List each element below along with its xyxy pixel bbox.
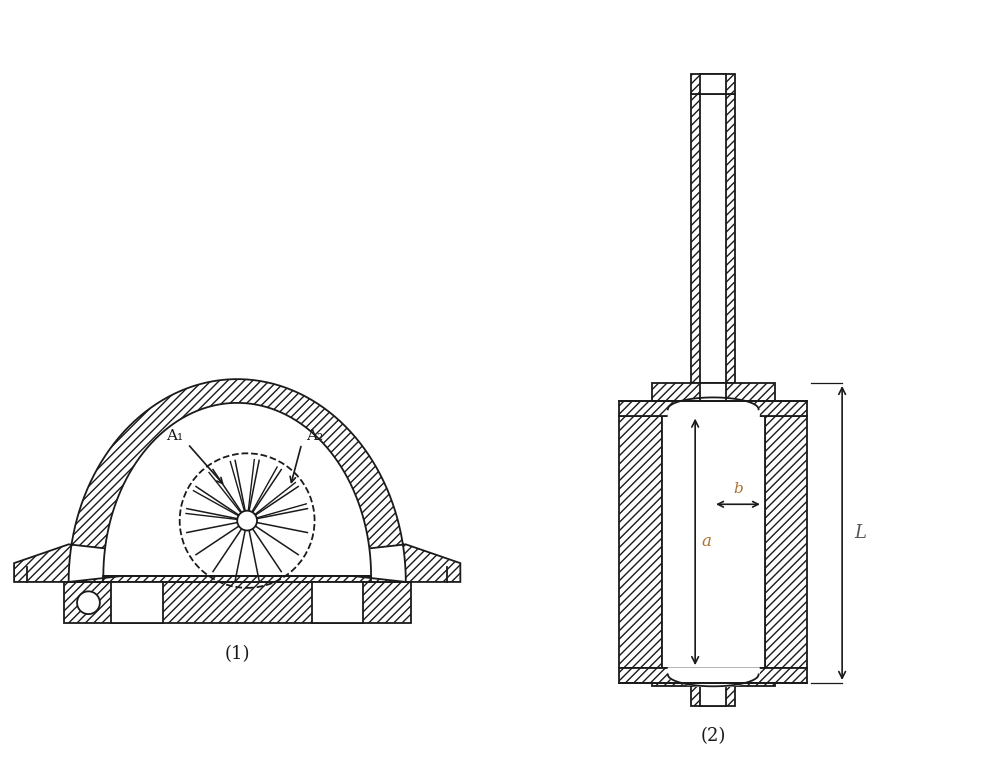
- Bar: [111, 582, 163, 623]
- Bar: [700, 95, 726, 383]
- Bar: [619, 415, 662, 668]
- Text: A₂: A₂: [306, 429, 323, 443]
- Bar: [700, 383, 726, 401]
- Bar: [700, 668, 726, 686]
- Bar: [765, 415, 807, 668]
- Text: A₁: A₁: [166, 429, 183, 443]
- Bar: [619, 401, 807, 415]
- Bar: [652, 668, 775, 686]
- Bar: [700, 685, 726, 686]
- Bar: [691, 95, 735, 383]
- Bar: [700, 74, 726, 95]
- Bar: [691, 74, 735, 95]
- Bar: [691, 685, 735, 686]
- Bar: [619, 668, 807, 683]
- Circle shape: [77, 591, 100, 614]
- Polygon shape: [103, 403, 371, 576]
- Bar: [662, 415, 765, 668]
- Polygon shape: [14, 379, 460, 582]
- Bar: [691, 686, 735, 705]
- Text: L: L: [854, 524, 866, 542]
- Text: (1): (1): [224, 645, 250, 663]
- Bar: [652, 383, 775, 401]
- Bar: [64, 582, 411, 623]
- Text: b: b: [733, 483, 743, 497]
- Circle shape: [237, 511, 257, 530]
- Text: a: a: [701, 533, 711, 551]
- Bar: [312, 582, 363, 623]
- Bar: [700, 686, 726, 705]
- Text: (2): (2): [701, 727, 726, 745]
